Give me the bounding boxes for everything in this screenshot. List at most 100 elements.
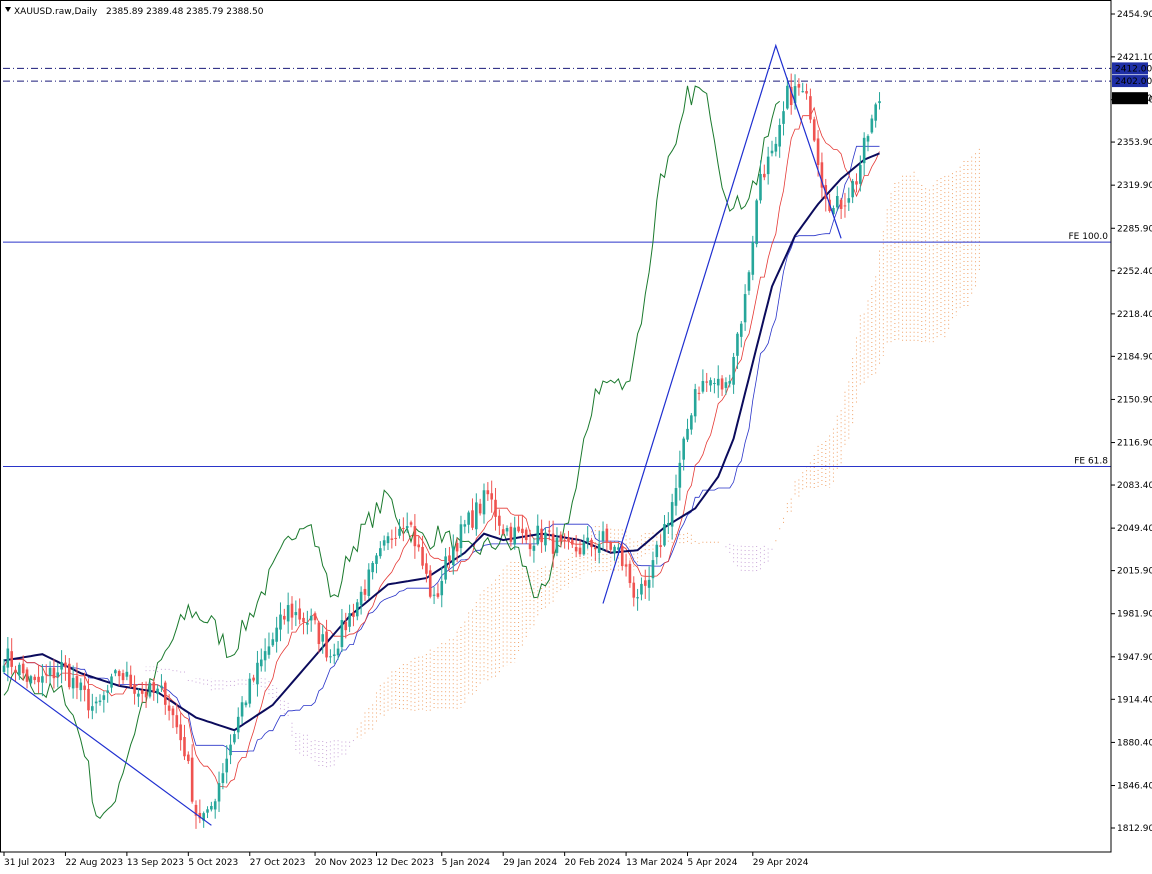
time-tick-label: 20 Feb 2024 — [565, 858, 621, 868]
candle-body — [874, 104, 877, 120]
candle-body — [855, 181, 858, 184]
candle-body — [298, 608, 301, 619]
time-tick-label: 29 Apr 2024 — [753, 858, 809, 868]
candle-body — [690, 415, 693, 429]
candle-body — [245, 703, 248, 706]
price-tick-label: 2353.90 — [1117, 138, 1152, 148]
price-tick-label: 2454.90 — [1117, 10, 1152, 20]
candle-body — [149, 683, 152, 696]
candle-body — [7, 649, 10, 668]
candle-body — [644, 580, 647, 586]
candle-body — [252, 678, 255, 681]
candle-body — [368, 570, 371, 596]
candle-body — [387, 536, 390, 543]
candle-body — [656, 545, 659, 557]
price-tick-label: 2421.10 — [1117, 53, 1152, 63]
candle-body — [671, 502, 674, 526]
candle-body — [421, 547, 424, 566]
candle-body — [210, 806, 213, 809]
candle — [752, 236, 755, 280]
candle-body — [732, 357, 735, 385]
candle-body — [525, 530, 528, 540]
candle-body — [145, 692, 148, 698]
candle-body — [871, 119, 874, 133]
time-tick-label: 22 Aug 2023 — [65, 858, 123, 868]
candle-body — [728, 381, 731, 384]
candle-body — [122, 673, 125, 680]
candle-body — [118, 671, 121, 676]
candle-body — [502, 529, 505, 534]
candle-body — [99, 701, 102, 702]
candle-body — [103, 695, 106, 700]
time-tick-label: 29 Jan 2024 — [503, 858, 557, 868]
time-tick-label: 13 Mar 2024 — [626, 858, 683, 868]
time-tick-label: 13 Sep 2023 — [127, 858, 184, 868]
candle-body — [648, 580, 651, 588]
candle-body — [22, 664, 25, 674]
candle-body — [594, 548, 597, 550]
price-tick-label: 2150.90 — [1117, 395, 1152, 405]
candle-body — [586, 538, 589, 542]
candle-body — [544, 533, 547, 546]
candle-body — [49, 668, 52, 676]
candle-body — [64, 663, 67, 668]
candle-body — [76, 676, 79, 688]
candle-body — [851, 181, 854, 197]
candle-body — [556, 538, 559, 553]
candle-body — [433, 595, 436, 596]
candle-body — [279, 615, 282, 630]
time-tick-label: 5 Apr 2024 — [688, 858, 738, 868]
candle-body — [748, 272, 751, 290]
candle-body — [490, 493, 493, 499]
candle-body — [302, 618, 305, 622]
candle-body — [744, 294, 747, 322]
candle-body — [72, 678, 75, 689]
candle-body — [114, 670, 117, 673]
candle-body — [152, 682, 155, 692]
candle-body — [540, 529, 543, 542]
candle-body — [256, 663, 259, 684]
candle-body — [14, 670, 17, 673]
candle-body — [667, 523, 670, 526]
candle-body — [225, 759, 228, 773]
candle-body — [95, 702, 98, 704]
candle-body — [371, 563, 374, 572]
candle-body — [91, 706, 94, 711]
candle-body — [291, 604, 294, 618]
candle-body — [41, 676, 44, 682]
candle-body — [460, 524, 463, 548]
price-line-tag-label: 2402.00 — [1115, 77, 1152, 87]
price-tick-label: 1880.40 — [1117, 738, 1152, 748]
candle-body — [248, 679, 251, 704]
candle-body — [218, 783, 221, 801]
candle-body — [844, 205, 847, 206]
candle-body — [452, 547, 455, 565]
candle-body — [798, 84, 801, 88]
candle-body — [529, 544, 532, 550]
candle-body — [464, 524, 467, 526]
candle-body — [106, 690, 109, 692]
candle-body — [333, 654, 336, 656]
candle-body — [602, 531, 605, 541]
time-tick-label: 20 Nov 2023 — [315, 858, 373, 868]
candle-body — [87, 689, 90, 710]
candle-body — [448, 555, 451, 561]
candle-body — [191, 758, 194, 802]
candle-body — [45, 674, 48, 675]
candle-body — [260, 660, 263, 667]
price-tick-label: 2116.90 — [1117, 439, 1152, 449]
time-tick-label: 12 Dec 2023 — [376, 858, 434, 868]
candle-body — [805, 91, 808, 93]
candle-body — [652, 560, 655, 578]
candle-body — [275, 628, 278, 642]
candle-body — [306, 623, 309, 625]
candle-body — [517, 527, 520, 532]
candle-body — [552, 534, 555, 554]
candle-body — [179, 724, 182, 740]
price-tick-label: 2184.90 — [1117, 352, 1152, 362]
candle-body — [352, 612, 355, 617]
candle-body — [521, 529, 524, 533]
